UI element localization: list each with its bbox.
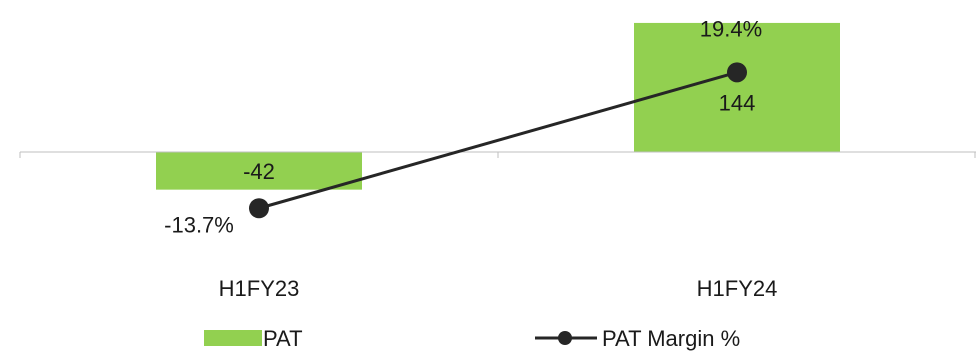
legend-pat-label: PAT: [263, 326, 303, 351]
bar-value-label: -42: [243, 159, 275, 184]
x-tick-label: H1FY24: [697, 276, 778, 301]
data-labels-layer: -42 144 -13.7% 19.4%: [164, 16, 762, 237]
line-value-label: 19.4%: [700, 16, 762, 41]
legend-pat-swatch: [204, 330, 262, 346]
bar-value-label: 144: [719, 90, 756, 115]
legend-margin-marker: [558, 331, 572, 345]
x-tick-label: H1FY23: [219, 276, 300, 301]
pat-margin-line: [258, 70, 738, 210]
pat-margin-point-h1fy24: [727, 62, 747, 83]
x-axis: [19, 151, 976, 158]
line-layer: [258, 70, 738, 210]
bar-h1fy23: [156, 152, 362, 190]
line-value-label: -13.7%: [164, 212, 234, 237]
legend-margin-label: PAT Margin %: [602, 326, 740, 351]
tick-labels-layer: H1FY23 H1FY24: [219, 276, 778, 301]
bar-h1fy24: [634, 22, 840, 152]
legend: PAT PAT Margin %: [204, 326, 740, 351]
bars-layer: [156, 22, 840, 190]
points-layer: [249, 62, 747, 219]
pat-margin-point-h1fy23: [249, 198, 269, 219]
